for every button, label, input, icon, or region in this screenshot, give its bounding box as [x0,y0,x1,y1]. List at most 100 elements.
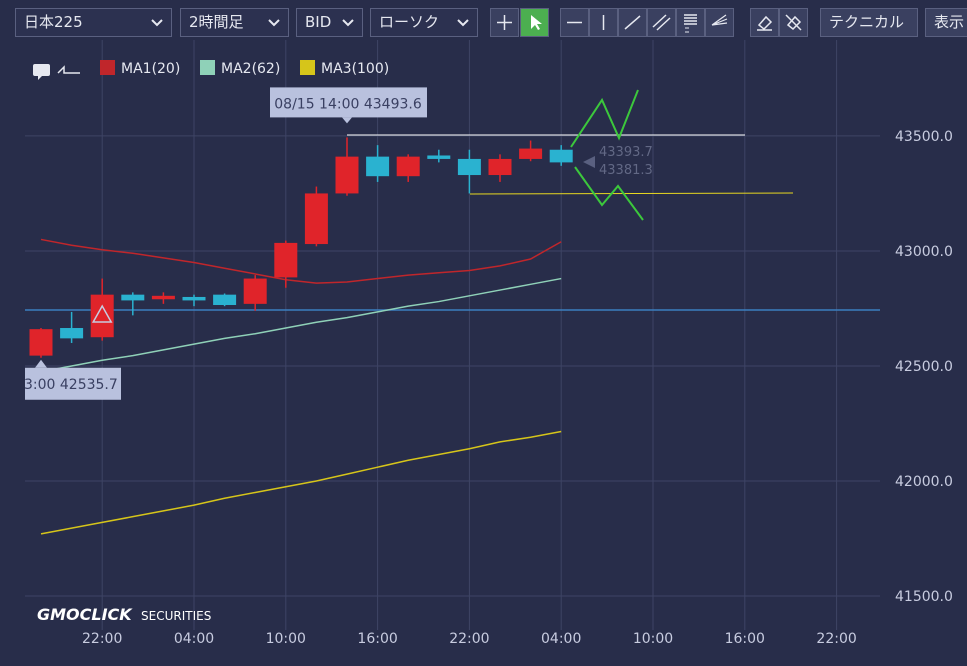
candle-body [274,242,298,278]
trend-line [469,192,794,195]
x-tick-label: 22:00 [816,631,856,647]
x-tick-label: 10:00 [633,631,673,647]
price-label: 43393.7 [599,145,653,160]
x-tick-label: 22:00 [82,631,122,647]
x-tick-label: 04:00 [541,631,581,647]
candle-body [182,296,206,301]
candle-body [213,294,237,306]
symbol: 日本225 [24,13,83,31]
crosshair-button[interactable] [490,8,519,37]
chevron [268,19,280,27]
channel-button[interactable] [647,8,676,37]
technical: テクニカル [829,13,905,31]
legend-label: MA2(62) [221,61,280,77]
drawing [574,166,644,221]
legend-swatch [300,60,315,75]
candle-body [60,328,84,339]
ma-line [40,238,562,284]
hline-button[interactable] [560,8,589,37]
x-tick-label: 10:00 [266,631,306,647]
vline-button[interactable] [589,8,618,37]
fan-button[interactable] [705,8,734,37]
icon [33,64,50,76]
icon [567,21,582,24]
watermark: GMOCLICK SECURITIES [37,605,211,624]
timeframe: 2時間足 [189,13,244,31]
display-button[interactable]: 表示 [925,8,967,37]
drawing [570,89,639,148]
chevron [151,19,163,27]
plot-area: 08/15 14:00 43493.6 3:00 42535.7 43393.7 43… [24,87,880,535]
fibonacci-button[interactable] [676,8,705,37]
candle-body [151,295,175,300]
candle-body [121,294,145,301]
price-select[interactable]: BID [296,8,363,37]
candle-body [427,155,451,159]
icon [602,15,605,30]
x-tick-label: 04:00 [174,631,214,647]
legend-swatch [200,60,215,75]
icon [497,15,512,30]
candle-body [488,158,512,176]
icon [531,15,542,30]
callout-box [270,87,427,118]
y-tick-label: 43500.0 [895,129,953,145]
chart-style: ローソク [379,13,440,31]
price-marker [583,156,595,168]
x-tick-label: 22:00 [449,631,489,647]
ma-line [40,277,562,373]
clear-button[interactable] [779,8,808,37]
icon [57,65,80,74]
candle-body [335,156,359,194]
price-label: 43381.3 [599,163,653,178]
y-tick-label: 42000.0 [895,474,953,490]
technical-button[interactable]: テクニカル [820,8,918,37]
icon [684,14,697,33]
brand: GMOCLICK [37,605,133,624]
icon [624,15,641,30]
icon [785,14,802,31]
callout-text: 3:00 42535.7 [24,377,118,393]
display: 表示 [934,13,965,31]
y-tick-label: 42500.0 [895,359,953,375]
icon [38,76,42,80]
callout-pointer [35,359,47,368]
trendline-button[interactable] [618,8,647,37]
legend-label: MA3(100) [321,61,389,77]
icon [652,14,671,31]
candle-body [304,193,328,245]
candle-body [549,149,573,163]
legend-swatch [100,60,115,75]
candle-body [29,329,53,356]
candle-body [90,294,114,338]
symbol-select[interactable]: 日本225 [15,8,172,37]
y-tick-label: 43000.0 [895,244,953,260]
x-tick-label: 16:00 [725,631,765,647]
icon [711,14,728,26]
callout-box [25,367,121,400]
chevron [342,19,354,27]
candle-body [366,156,390,177]
x-tick-label: 16:00 [357,631,397,647]
callout-text: 08/15 14:00 43493.6 [274,96,422,112]
ma-line [40,430,562,535]
legend: MA1(20) MA2(62) MA3(100) [33,60,389,80]
candle-body [396,156,420,177]
icon [757,15,773,31]
candle-body [243,278,267,304]
pointer-button[interactable] [520,8,549,37]
brand-suffix: SECURITIES [141,609,211,623]
style-select[interactable]: ローソク [370,8,478,37]
callout-pointer [342,117,352,124]
y-tick-label: 41500.0 [895,589,953,605]
timeframe-select[interactable]: 2時間足 [180,8,289,37]
legend-label: MA1(20) [121,61,180,77]
price-type: BID [305,13,332,31]
eraser-button[interactable] [750,8,779,37]
candle-body [519,148,543,159]
marker [91,304,113,323]
chevron [457,19,469,27]
candle-body [457,158,481,176]
